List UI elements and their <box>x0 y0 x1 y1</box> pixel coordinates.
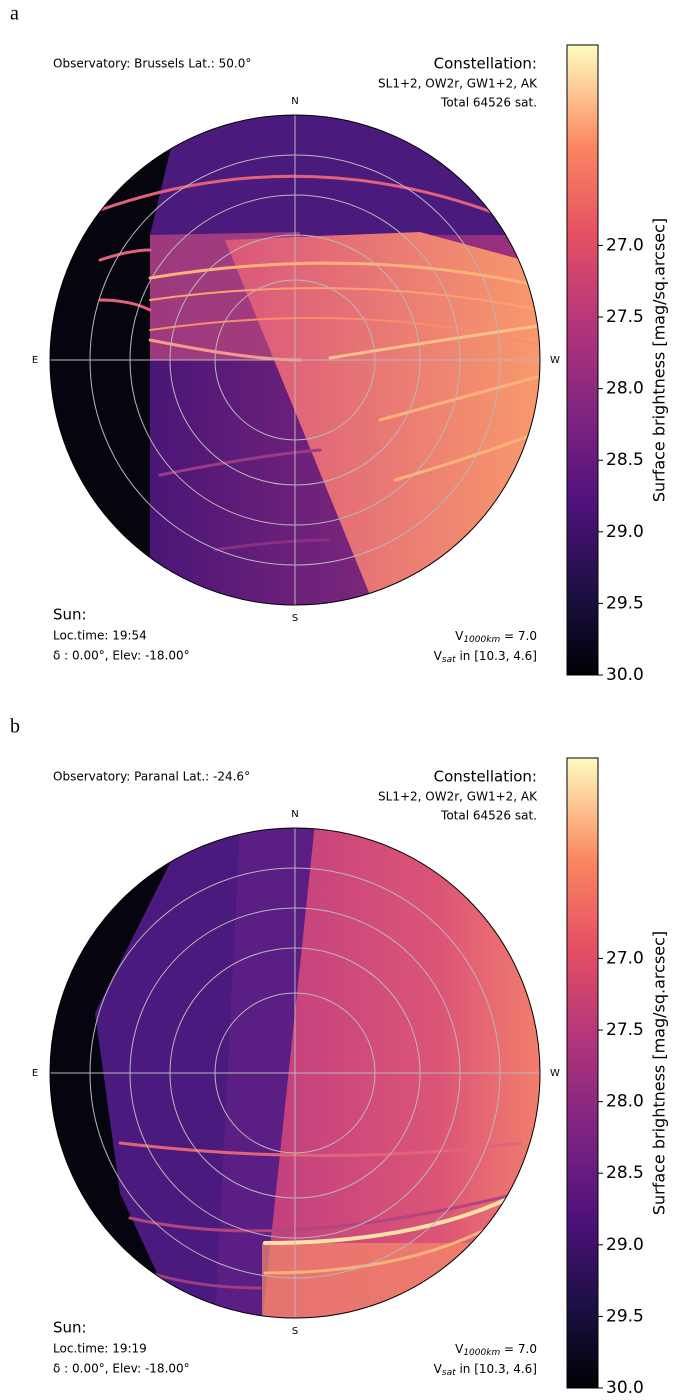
sun-position: δ : 0.00°, Elev: -18.00° <box>53 649 190 663</box>
magnitude-note: Vsat in [10.3, 4.6] <box>434 1362 537 1378</box>
sky-map-b <box>49 827 541 1319</box>
direction-label: S <box>292 613 298 624</box>
direction-label: N <box>291 809 298 820</box>
subscript: 1000km <box>463 635 500 645</box>
colorbar <box>566 757 599 1389</box>
colorbar-tick-label: 30.0 <box>606 665 644 685</box>
subscript: sat <box>442 1368 456 1378</box>
sun-position: δ : 0.00°, Elev: -18.00° <box>53 1362 190 1376</box>
symbol: V <box>434 649 443 663</box>
total: Total 64526 sat. <box>440 809 537 823</box>
sun-time: Loc.time: 19:54 <box>53 629 147 643</box>
sun-title: Sun: <box>53 606 87 624</box>
colorbar-tick-label: 27.5 <box>606 1020 644 1040</box>
colorbar-tick-label: 27.0 <box>606 948 644 968</box>
colorbar-tick-label: 29.5 <box>606 1306 644 1326</box>
magnitude-note: Vsat in [10.3, 4.6] <box>434 649 537 665</box>
panel-label: a <box>10 3 19 25</box>
note-text: = 7.0 <box>500 1342 537 1356</box>
direction-label: W <box>550 355 560 366</box>
colorbar-label: Surface brightness [mag/sq.arcsec] <box>650 218 669 502</box>
note-text: in [10.3, 4.6] <box>456 649 537 663</box>
colorbar-tick-label: 28.0 <box>606 1092 644 1112</box>
constellation-title: Constellation: <box>434 55 537 73</box>
panel-label: b <box>10 716 20 738</box>
sun-title: Sun: <box>53 1319 87 1337</box>
direction-label: S <box>292 1326 298 1337</box>
note-text: in [10.3, 4.6] <box>456 1362 537 1376</box>
observatory: Observatory: Paranal Lat.: -24.6° <box>53 770 250 784</box>
colorbar-tick-label: 30.0 <box>606 1378 644 1398</box>
sun-time: Loc.time: 19:19 <box>53 1342 147 1356</box>
note-text: = 7.0 <box>500 629 537 643</box>
magnitude-note: V1000km = 7.0 <box>455 629 537 645</box>
symbol: V <box>434 1362 443 1376</box>
constellation: SL1+2, OW2r, GW1+2, AK <box>378 77 538 91</box>
observatory: Observatory: Brussels Lat.: 50.0° <box>53 57 251 71</box>
constellation-title: Constellation: <box>434 768 537 786</box>
symbol: V <box>455 629 464 643</box>
colorbar-tick-label: 28.5 <box>606 450 644 470</box>
colorbar-tick-label: 29.0 <box>606 1235 644 1255</box>
colorbar-tick-label: 29.0 <box>606 522 644 542</box>
total: Total 64526 sat. <box>440 96 537 110</box>
symbol: V <box>455 1342 464 1356</box>
direction-label: E <box>32 355 38 366</box>
subscript: sat <box>442 655 456 665</box>
direction-label: N <box>291 96 298 107</box>
sky-map-a <box>49 114 541 606</box>
colorbar-tick-label: 27.0 <box>606 235 644 255</box>
colorbar-tick-label: 28.0 <box>606 379 644 399</box>
colorbar <box>566 44 599 676</box>
direction-label: E <box>32 1068 38 1079</box>
magnitude-note: V1000km = 7.0 <box>455 1342 537 1358</box>
direction-label: W <box>550 1068 560 1079</box>
colorbar-tick-label: 27.5 <box>606 307 644 327</box>
colorbar-tick-label: 29.5 <box>606 593 644 613</box>
colorbar-label: Surface brightness [mag/sq.arcsec] <box>650 931 669 1215</box>
constellation: SL1+2, OW2r, GW1+2, AK <box>378 790 538 804</box>
subscript: 1000km <box>463 1348 500 1358</box>
colorbar-tick-label: 28.5 <box>606 1163 644 1183</box>
